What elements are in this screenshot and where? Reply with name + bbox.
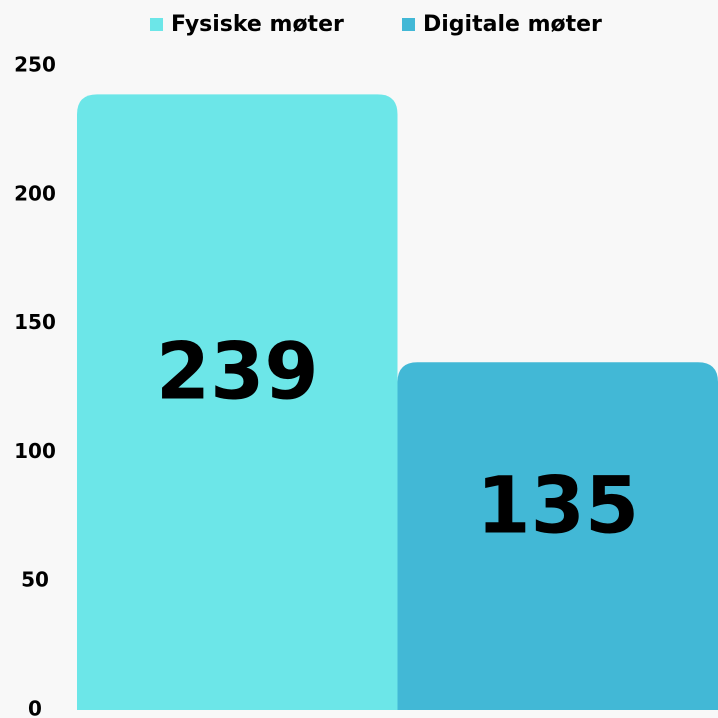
bar (397, 362, 718, 710)
y-tick-label: 250 (14, 53, 56, 77)
y-tick-label: 100 (14, 439, 56, 463)
legend-swatch (150, 18, 163, 31)
legend-label: Digitale møter (423, 12, 602, 37)
value-label: 239 (156, 328, 319, 418)
y-tick-label: 50 (21, 568, 49, 592)
value-label: 135 (476, 462, 639, 552)
y-tick-label: 200 (14, 181, 56, 205)
legend-swatch (402, 18, 415, 31)
y-tick-label: 150 (14, 310, 56, 334)
y-tick-label: 0 (28, 697, 42, 718)
legend-label: Fysiske møter (171, 12, 344, 37)
bar (77, 94, 398, 710)
